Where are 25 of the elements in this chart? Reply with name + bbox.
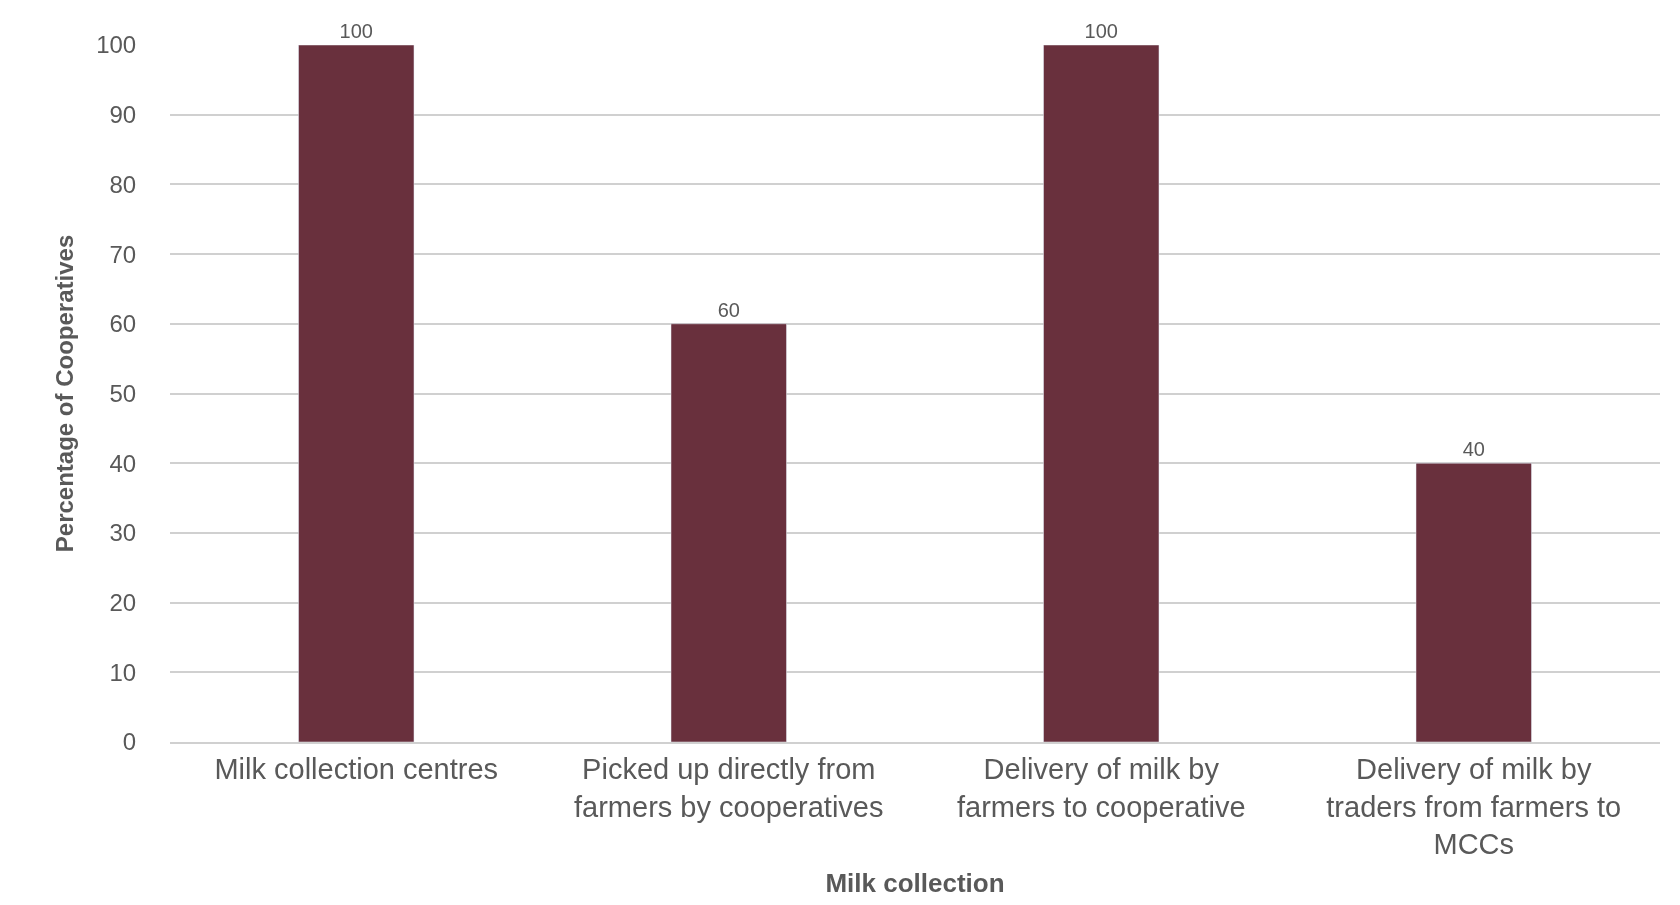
y-axis-title: Percentage of Cooperatives bbox=[51, 234, 79, 553]
y-tick-label: 80 bbox=[109, 170, 137, 198]
bar bbox=[1043, 45, 1160, 742]
bar bbox=[298, 45, 415, 742]
y-tick-label: 100 bbox=[96, 31, 137, 59]
x-tick-label: Delivery of milk by farmers to cooperative bbox=[956, 752, 1246, 823]
y-tick-label: 0 bbox=[122, 728, 137, 756]
bar bbox=[670, 323, 787, 742]
data-label: 100 bbox=[339, 20, 373, 42]
data-label: 60 bbox=[717, 298, 740, 321]
y-tick-label: 40 bbox=[109, 449, 137, 477]
y-tick-label: 60 bbox=[109, 310, 137, 338]
y-tick-label: 10 bbox=[109, 658, 137, 686]
y-tick-label: 30 bbox=[109, 519, 137, 547]
bar bbox=[1415, 462, 1532, 742]
x-tick-label: Delivery of milk by traders from farmers to MCCs bbox=[1326, 752, 1622, 861]
data-label: 100 bbox=[1084, 20, 1118, 42]
x-axis-title: Milk collection bbox=[825, 868, 1005, 899]
y-tick-label: 90 bbox=[109, 101, 137, 129]
data-label: 40 bbox=[1462, 438, 1485, 461]
y-tick-label: 50 bbox=[109, 379, 137, 407]
y-tick-label: 70 bbox=[109, 240, 137, 268]
x-tick-label: Milk collection centres bbox=[214, 752, 499, 785]
y-tick-label: 20 bbox=[109, 589, 137, 616]
x-tick-label: Picked up directly from farmers by cooperatives bbox=[574, 752, 884, 823]
